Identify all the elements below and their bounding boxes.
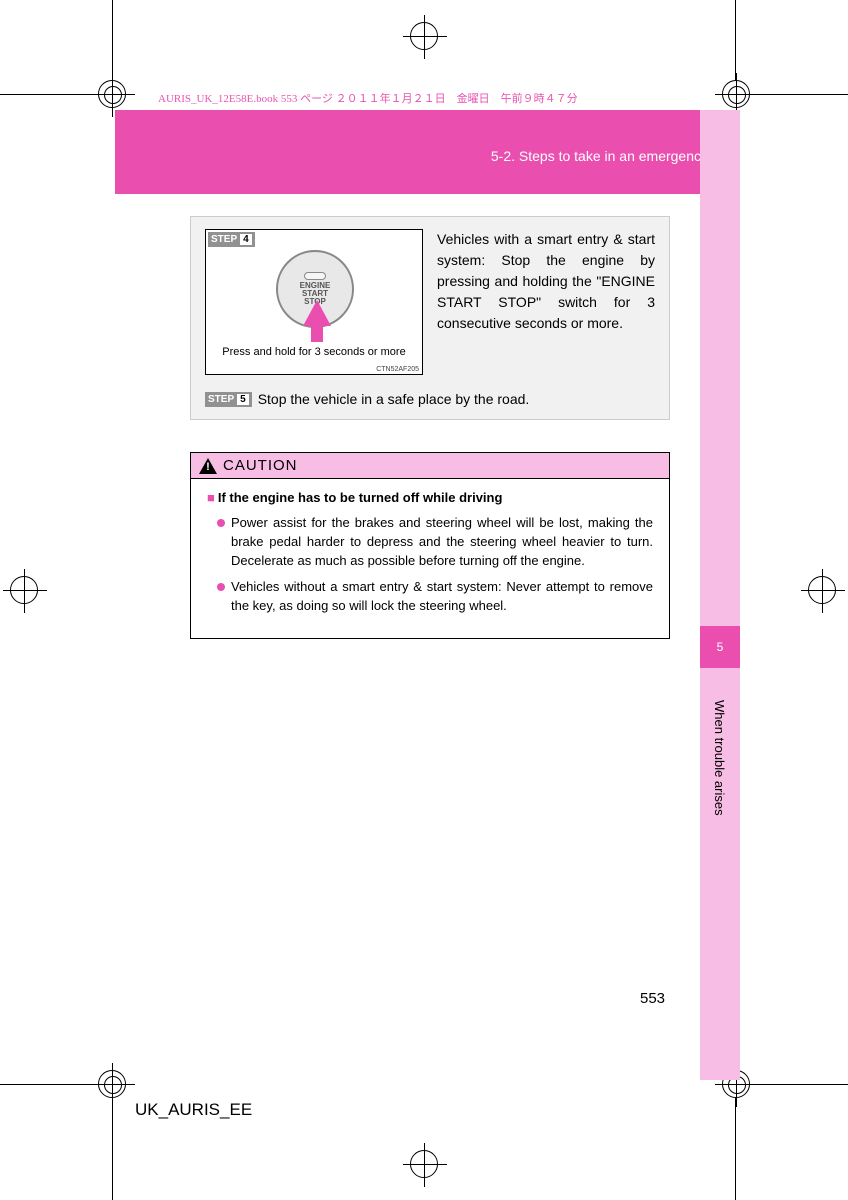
step5-label: STEP 5 [205, 392, 252, 407]
section-title: 5-2. Steps to take in an emergency [491, 148, 708, 164]
bullet-text: Power assist for the brakes and steering… [231, 514, 653, 571]
illustration-caption: Press and hold for 3 seconds or more [206, 346, 422, 358]
caution-subheading: ■If the engine has to be turned off whil… [207, 489, 653, 508]
page-number: 553 [640, 990, 665, 1007]
bullet-icon [217, 583, 225, 591]
chapter-title: When trouble arises [712, 700, 727, 816]
chapter-sidebar: 5 When trouble arises [700, 110, 740, 1080]
step-label-text: STEP [208, 394, 234, 405]
illustration-code: CTN52AF205 [376, 366, 419, 373]
up-arrow-icon [303, 300, 331, 326]
book-metadata: AURIS_UK_12E58E.book 553 ページ ２０１１年１月２１日 … [158, 90, 578, 106]
step-label-text: STEP [211, 234, 237, 245]
caution-bullet-1: Power assist for the brakes and steering… [207, 514, 653, 571]
step-label-number: 4 [240, 234, 252, 245]
chapter-number-tab: 5 [700, 626, 740, 668]
caution-bullet-2: Vehicles without a smart entry & start s… [207, 578, 653, 616]
step5-text: Stop the vehicle in a safe place by the … [258, 391, 530, 407]
steps-container: STEP 4 ENGINE START STOP Press and hold … [190, 216, 670, 420]
caution-title: CAUTION [223, 457, 298, 474]
step4-text: Vehicles with a smart entry & start syst… [437, 229, 655, 334]
caution-box: CAUTION ■If the engine has to be turned … [190, 452, 670, 639]
footer-document-id: UK_AURIS_EE [135, 1100, 252, 1120]
square-bullet-icon: ■ [207, 490, 215, 505]
step4-label: STEP 4 [208, 232, 255, 247]
step-label-number: 5 [237, 394, 249, 405]
bullet-icon [217, 519, 225, 527]
caution-header: CAUTION [191, 453, 669, 479]
warning-triangle-icon [199, 458, 217, 474]
step4-illustration: STEP 4 ENGINE START STOP Press and hold … [205, 229, 423, 375]
bullet-text: Vehicles without a smart entry & start s… [231, 578, 653, 616]
